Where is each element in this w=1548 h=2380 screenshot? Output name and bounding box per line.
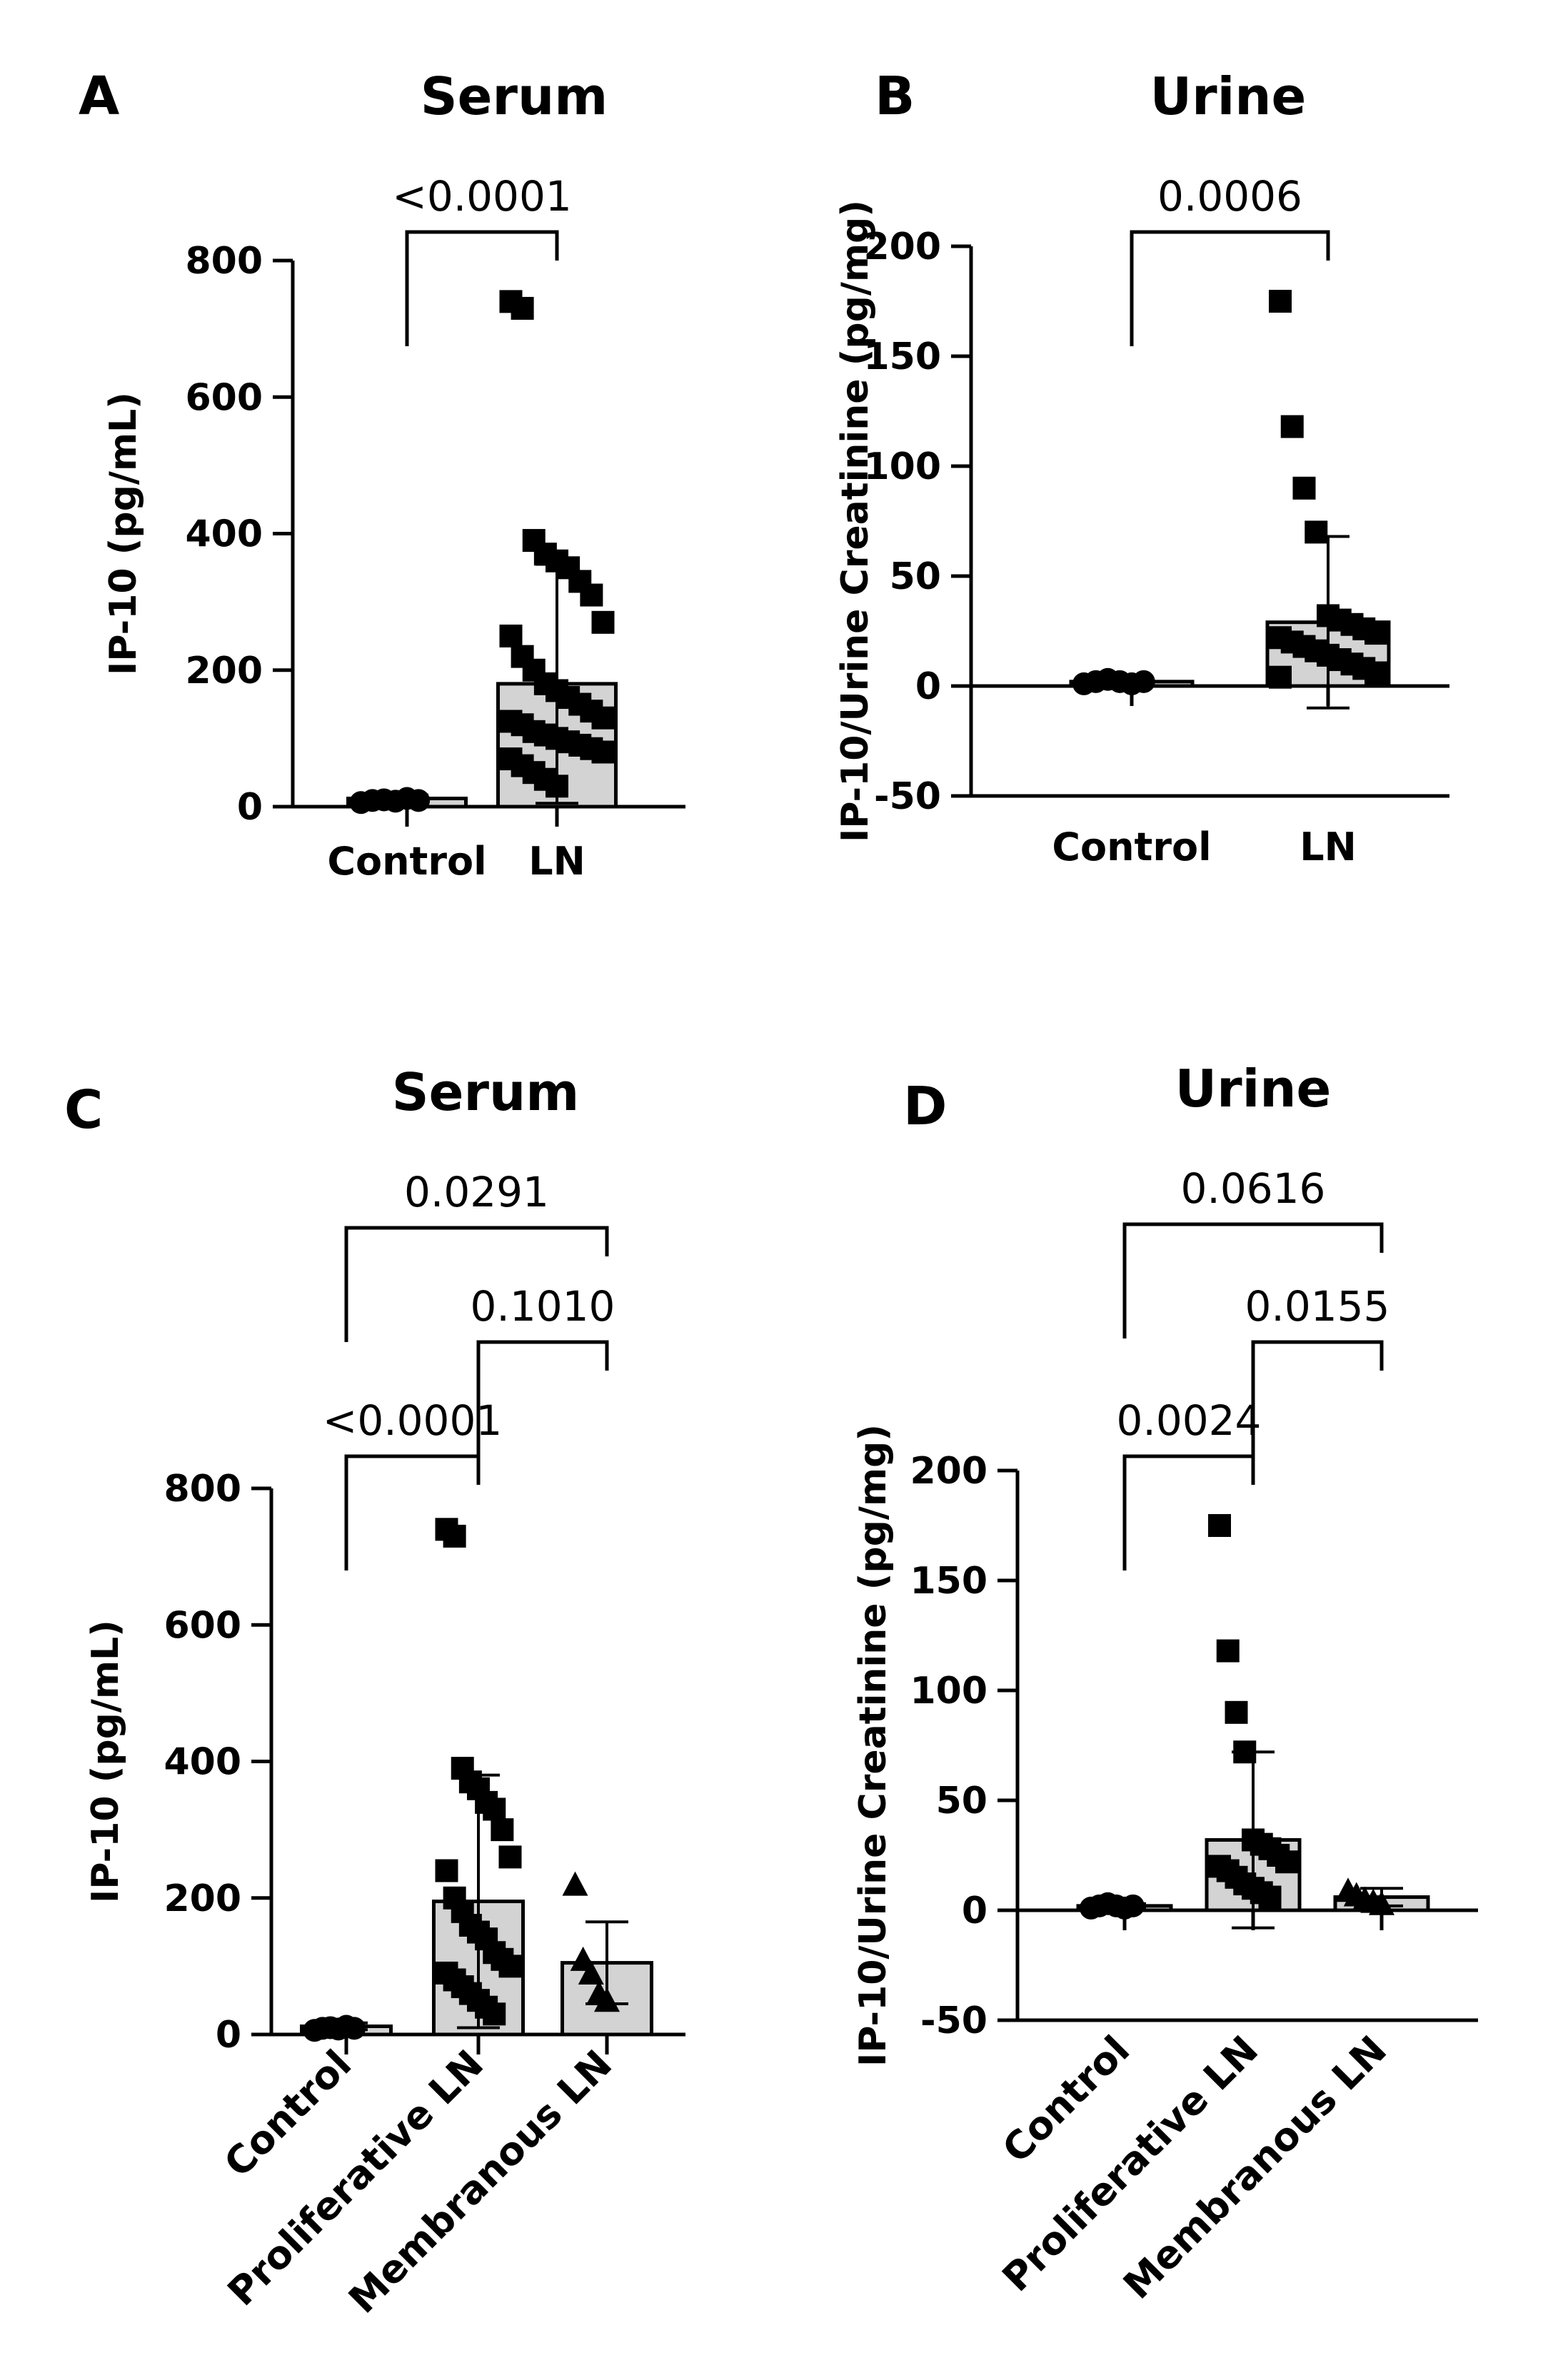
point-1-0 bbox=[1208, 1514, 1231, 1537]
point-0-5 bbox=[1132, 670, 1155, 693]
y-tick-label: 200 bbox=[910, 1450, 987, 1493]
point-2-2 bbox=[578, 1960, 604, 1985]
p-value-label: 0.0155 bbox=[1245, 1282, 1390, 1331]
y-tick-label: 100 bbox=[863, 445, 941, 488]
significance-bracket bbox=[405, 230, 559, 346]
y-tick-label: 150 bbox=[910, 1560, 987, 1603]
significance-bracket bbox=[1122, 1454, 1255, 1570]
category-label: Proliferative LN bbox=[994, 2027, 1267, 2301]
y-tick-label: 0 bbox=[915, 665, 941, 708]
point-1-7 bbox=[580, 583, 603, 607]
y-tick-label: 400 bbox=[164, 1741, 241, 1784]
category-label: Control bbox=[1052, 825, 1211, 869]
point-1-2 bbox=[1225, 1700, 1248, 1724]
point-1-17 bbox=[1364, 661, 1387, 685]
point-1-1 bbox=[443, 1524, 466, 1548]
category-label: Proliferative LN bbox=[219, 2042, 493, 2315]
chart-title: Urine bbox=[1175, 1059, 1332, 1119]
category-label: Control bbox=[327, 839, 486, 884]
y-tick-label: 150 bbox=[863, 336, 941, 378]
point-1-1 bbox=[1280, 415, 1304, 438]
point-1-9 bbox=[435, 1859, 458, 1882]
p-value-label: <0.0001 bbox=[392, 172, 572, 221]
significance-bracket bbox=[344, 1226, 609, 1342]
category-label: LN bbox=[528, 839, 585, 884]
point-1-0 bbox=[1269, 290, 1292, 313]
significance-bracket bbox=[344, 1454, 481, 1570]
p-value-label: <0.0001 bbox=[323, 1396, 503, 1445]
panel-letter: D bbox=[903, 1076, 947, 1137]
y-tick-label: 600 bbox=[185, 376, 263, 419]
point-1-1 bbox=[511, 296, 534, 320]
point-2-0 bbox=[562, 1871, 588, 1896]
point-1-6 bbox=[483, 1797, 506, 1821]
point-1-1 bbox=[1216, 1639, 1240, 1663]
p-value-label: 0.0616 bbox=[1181, 1164, 1326, 1213]
point-1-8 bbox=[1364, 622, 1387, 645]
point-1-7 bbox=[491, 1818, 514, 1842]
panel-letter: A bbox=[79, 66, 119, 127]
p-value-label: 0.0024 bbox=[1117, 1396, 1262, 1445]
point-1-15 bbox=[1258, 1885, 1282, 1909]
significance-bracket bbox=[476, 1340, 609, 1456]
significance-bracket bbox=[1122, 1222, 1384, 1338]
category-label: LN bbox=[1300, 825, 1357, 869]
chart-title: Urine bbox=[1150, 66, 1307, 126]
point-1-2 bbox=[1292, 476, 1316, 500]
y-tick-label: 0 bbox=[237, 786, 263, 829]
panel-letter: B bbox=[875, 66, 915, 127]
point-1-3 bbox=[1305, 520, 1328, 544]
point-1-17 bbox=[591, 706, 615, 730]
panel-a: A Serum IP-10 (pg/mL) 0 200 400 600 800 Control L… bbox=[79, 66, 685, 884]
y-tick-label: 200 bbox=[185, 650, 263, 692]
point-1-24 bbox=[483, 2002, 506, 2026]
point-1-8 bbox=[1275, 1850, 1298, 1874]
panel-letter: C bbox=[64, 1079, 103, 1141]
y-tick-label: 200 bbox=[863, 226, 941, 268]
p-value-label: 0.1010 bbox=[471, 1282, 615, 1331]
y-tick-label: 100 bbox=[910, 1670, 987, 1713]
p-value-label: 0.0291 bbox=[404, 1168, 549, 1216]
y-tick-label: -50 bbox=[920, 2000, 987, 2042]
p-value-label: 0.0006 bbox=[1157, 172, 1302, 221]
y-tick-label: 200 bbox=[164, 1877, 241, 1920]
y-axis-label: IP-10 (pg/mL) bbox=[102, 392, 145, 675]
y-tick-label: 0 bbox=[216, 2014, 241, 2057]
significance-bracket bbox=[1130, 230, 1330, 346]
point-0-5 bbox=[407, 789, 431, 812]
point-1-26 bbox=[591, 740, 615, 764]
panel-b: B Urine IP-10/Urine Creatinine (pg/mg)-50 0… bbox=[834, 66, 1449, 869]
y-tick-label: 400 bbox=[185, 513, 263, 556]
point-1-3 bbox=[1233, 1740, 1257, 1764]
panel-d: D Urine IP-10/Urine Creatinine (pg/mg) -50 0… bbox=[852, 1059, 1478, 2308]
y-tick-label: 600 bbox=[164, 1604, 241, 1647]
point-2-4 bbox=[594, 1987, 620, 2012]
y-tick-label: 0 bbox=[962, 1890, 987, 1932]
point-1-9 bbox=[499, 624, 523, 647]
y-tick-label: 800 bbox=[164, 1468, 241, 1511]
significance-bracket bbox=[1251, 1340, 1384, 1456]
chart-title: Serum bbox=[421, 66, 608, 126]
y-axis-label: IP-10/Urine Creatinine (pg/mg) bbox=[834, 200, 877, 842]
point-1-17 bbox=[498, 1955, 522, 1978]
point-1-8 bbox=[591, 610, 615, 634]
y-axis-label: IP-10 (pg/mL) bbox=[84, 1620, 127, 1903]
point-1-31 bbox=[546, 775, 568, 798]
y-tick-label: 50 bbox=[890, 555, 941, 598]
chart-title: Serum bbox=[392, 1062, 579, 1122]
point-1-8 bbox=[498, 1845, 522, 1869]
y-tick-label: 800 bbox=[185, 240, 263, 283]
y-tick-label: 50 bbox=[936, 1780, 987, 1822]
y-tick-label: -50 bbox=[874, 775, 941, 818]
y-axis-label: IP-10/Urine Creatinine (pg/mg) bbox=[852, 1424, 895, 2067]
